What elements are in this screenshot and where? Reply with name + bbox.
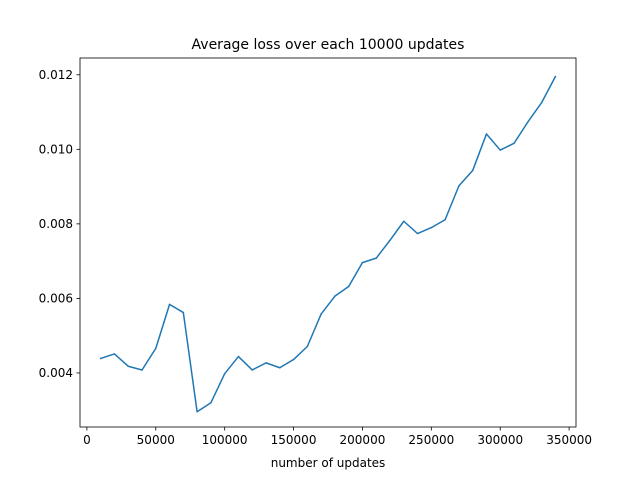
data-point <box>113 353 116 355</box>
data-point <box>347 285 350 288</box>
data-point <box>458 185 460 187</box>
data-point <box>403 220 405 222</box>
x-tick-label: 200000 <box>340 433 386 447</box>
chart-title: Average loss over each 10000 updates <box>192 37 465 53</box>
data-point <box>444 219 446 221</box>
data-point <box>265 362 267 364</box>
data-point <box>389 239 391 242</box>
data-point <box>99 357 102 360</box>
y-axis-ticks: 0.004 0.006 0.008 0.010 0.012 <box>39 68 80 380</box>
data-point <box>168 303 171 306</box>
data-point <box>141 369 143 371</box>
data-point <box>210 402 212 404</box>
data-point <box>375 257 377 259</box>
data-point <box>237 355 240 358</box>
data-point <box>430 226 433 229</box>
y-tick-label: 0.004 <box>39 366 73 380</box>
y-tick-label: 0.012 <box>39 68 73 82</box>
x-tick-label: 350000 <box>546 433 592 447</box>
data-point <box>320 313 322 315</box>
data-point <box>155 347 157 350</box>
x-axis-label: number of updates <box>271 456 386 470</box>
data-point <box>292 358 295 361</box>
x-tick-label: 150000 <box>271 433 317 447</box>
data-point <box>279 366 281 369</box>
data-point <box>251 369 253 371</box>
data-point <box>334 295 336 297</box>
y-tick-label: 0.006 <box>39 291 73 305</box>
data-point <box>182 311 185 314</box>
data-point <box>554 75 557 78</box>
x-tick-label: 300000 <box>477 433 523 447</box>
data-point <box>196 410 198 413</box>
data-point <box>540 101 543 104</box>
x-tick-label: 0 <box>83 433 91 447</box>
data-point <box>127 365 129 367</box>
y-tick-label: 0.008 <box>39 217 73 231</box>
data-point <box>513 142 515 145</box>
series-line-0 <box>99 75 557 413</box>
data-point <box>306 345 309 348</box>
axes-frame <box>79 57 577 428</box>
data-point <box>471 169 474 172</box>
data-point <box>527 121 529 123</box>
data-point <box>485 133 488 135</box>
data-point <box>223 372 226 375</box>
data-point <box>416 232 419 235</box>
series-layer <box>99 75 557 413</box>
data-point <box>499 149 501 151</box>
data-point <box>361 261 364 264</box>
x-tick-label: 50000 <box>137 433 175 447</box>
x-tick-label: 250000 <box>408 433 454 447</box>
x-tick-label: 100000 <box>202 433 248 447</box>
y-tick-label: 0.010 <box>39 142 73 156</box>
x-axis-ticks: 0 50000 100000 150000 200000 250000 300000 3500… <box>83 427 592 447</box>
